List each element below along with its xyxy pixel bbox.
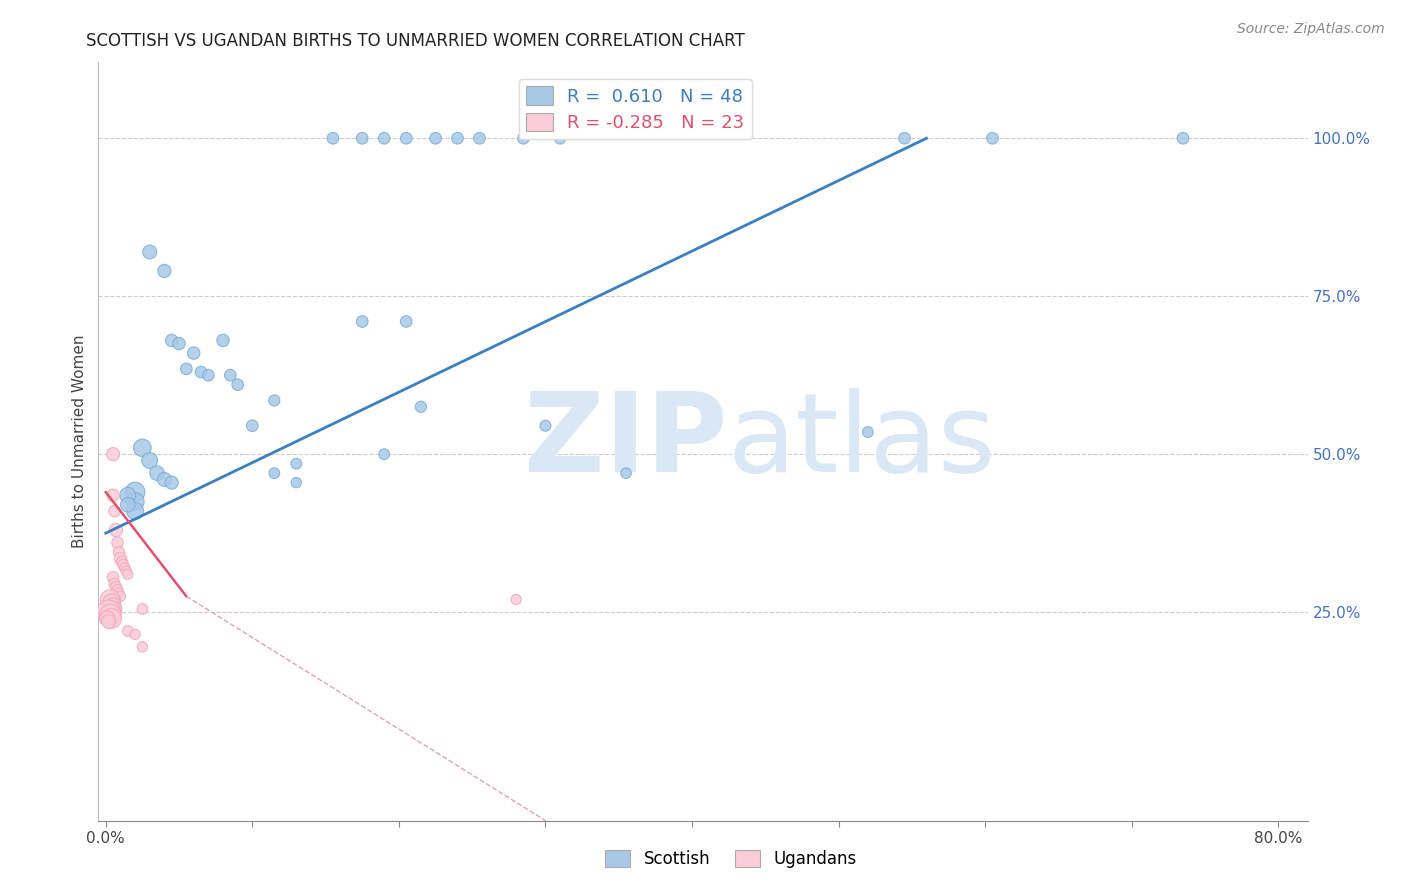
Point (115, 564, 138, 578)
Point (190, 365, 212, 379)
Point (105, 523, 128, 537)
Text: Source: ZipAtlas.com: Source: ZipAtlas.com (1237, 22, 1385, 37)
Point (153, 473, 176, 487)
Point (101, 599, 124, 613)
Point (100, 596, 122, 610)
Point (285, 475, 308, 490)
Point (212, 334, 235, 348)
Point (352, 314, 374, 328)
Point (352, 131, 374, 145)
Point (505, 592, 527, 607)
Point (117, 498, 139, 512)
Point (131, 441, 153, 455)
Text: ZIP: ZIP (524, 388, 727, 495)
Point (373, 131, 395, 145)
Point (117, 624, 139, 639)
Point (446, 131, 468, 145)
Point (110, 590, 132, 604)
Point (111, 555, 134, 569)
Point (101, 570, 124, 584)
Point (240, 418, 263, 433)
Point (226, 377, 249, 392)
Point (285, 457, 308, 471)
Y-axis label: Births to Unmarried Women: Births to Unmarried Women (72, 334, 87, 549)
Text: SCOTTISH VS UGANDAN BIRTHS TO UNMARRIED WOMEN CORRELATION CHART: SCOTTISH VS UGANDAN BIRTHS TO UNMARRIED … (86, 32, 745, 50)
Point (98, 592, 121, 607)
Point (103, 602, 125, 616)
Point (981, 131, 1004, 145)
Point (117, 488, 139, 502)
Point (176, 362, 198, 376)
Point (153, 264, 176, 278)
Point (468, 131, 491, 145)
Point (138, 453, 160, 467)
Point (124, 627, 146, 641)
Point (97, 615, 120, 629)
Point (373, 447, 395, 461)
Point (893, 131, 915, 145)
Point (512, 131, 534, 145)
Point (160, 475, 183, 490)
Point (98, 608, 121, 623)
Point (263, 466, 285, 480)
Text: atlas: atlas (727, 388, 995, 495)
Point (117, 567, 139, 582)
Point (100, 611, 122, 625)
Point (534, 418, 557, 433)
Point (167, 336, 190, 351)
Point (160, 334, 183, 348)
Point (124, 485, 146, 500)
Point (856, 425, 879, 439)
Point (395, 314, 418, 328)
Point (110, 551, 132, 566)
Point (138, 244, 160, 259)
Point (131, 640, 153, 654)
Point (124, 504, 146, 518)
Point (548, 131, 571, 145)
Point (108, 545, 131, 559)
Point (112, 558, 135, 572)
Point (103, 504, 125, 518)
Point (395, 131, 418, 145)
Point (131, 602, 153, 616)
Point (108, 586, 131, 600)
Point (103, 576, 125, 591)
Legend: R =  0.610   N = 48, R = -0.285   N = 23: R = 0.610 N = 48, R = -0.285 N = 23 (519, 79, 752, 139)
Point (322, 131, 344, 145)
Point (146, 466, 169, 480)
Point (101, 447, 124, 461)
Point (409, 400, 432, 414)
Point (107, 535, 129, 549)
Point (101, 488, 124, 502)
Point (263, 393, 285, 408)
Point (183, 346, 205, 360)
Point (96, 611, 118, 625)
Point (425, 131, 447, 145)
Point (105, 580, 128, 594)
Point (124, 494, 146, 508)
Point (614, 466, 637, 480)
Point (97, 605, 120, 619)
Point (219, 368, 242, 383)
Point (107, 582, 129, 597)
Point (1171, 131, 1194, 145)
Point (114, 561, 136, 575)
Legend: Scottish, Ugandans: Scottish, Ugandans (599, 843, 863, 875)
Point (197, 368, 219, 383)
